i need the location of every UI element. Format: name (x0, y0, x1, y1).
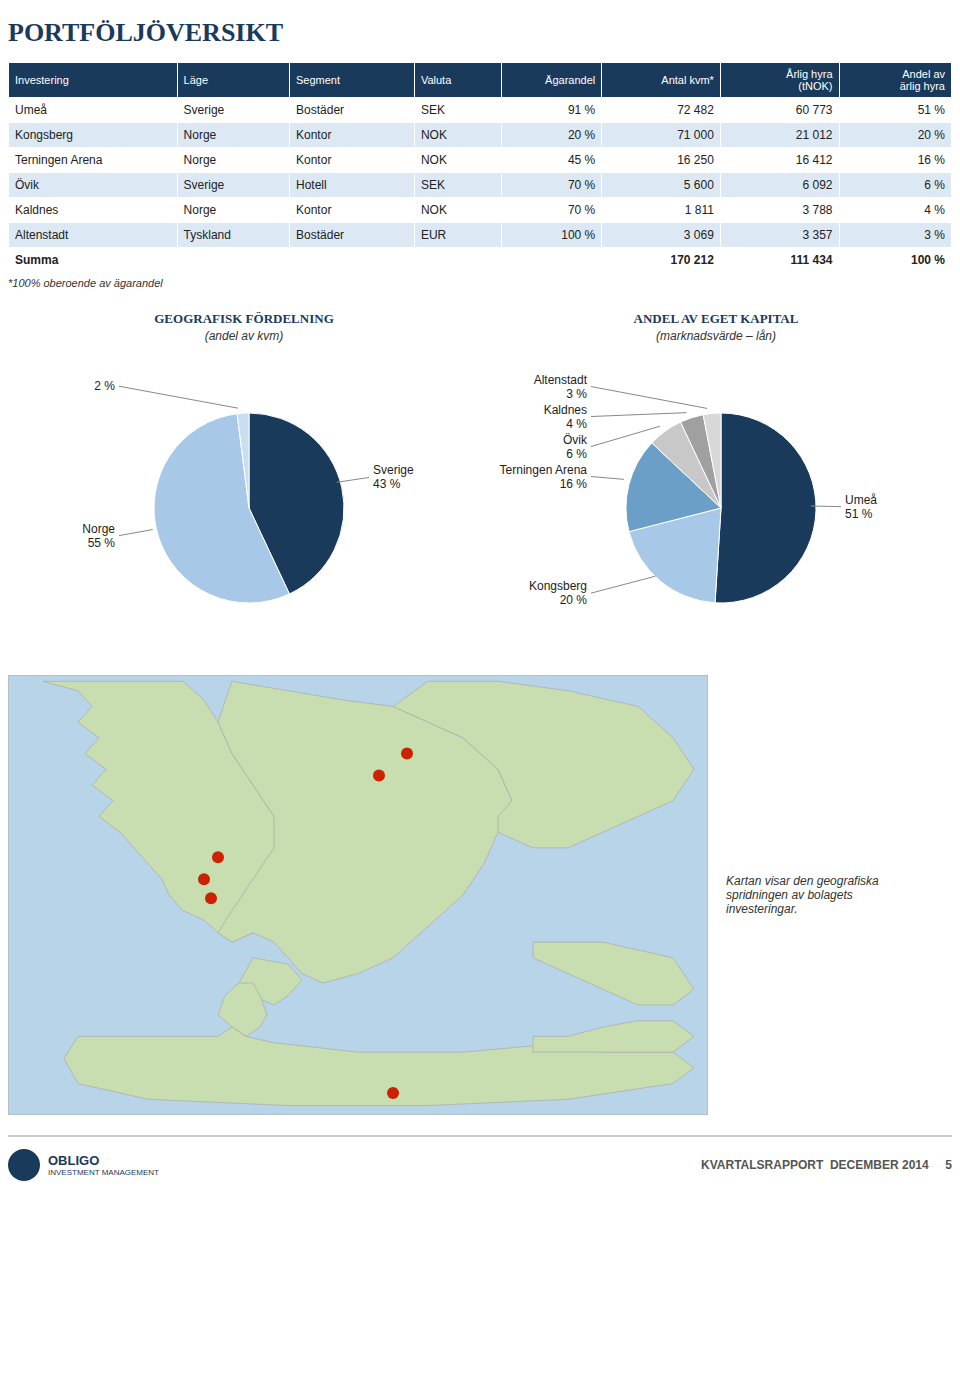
html-text:72 482: 72 482 (677, 103, 714, 117)
html-text:(marknadsvärde – lån): (marknadsvärde – lån) (656, 329, 776, 343)
html-text:6 092: 6 092 (802, 178, 833, 192)
html-text:51 %: 51 % (917, 103, 945, 117)
html-text:INVESTMENT MANAGEMENT: INVESTMENT MANAGEMENT (48, 1168, 159, 1177)
html-text:5 600: 5 600 (683, 178, 714, 192)
html-text:3 788: 3 788 (802, 203, 833, 217)
html-text:(andel av kvm): (andel av kvm) (204, 329, 284, 343)
html-text:NOK: NOK (420, 153, 447, 167)
html-text:6 %: 6 % (924, 178, 945, 192)
html-text:Läge: Läge (183, 74, 209, 86)
html-text:Norge: Norge (183, 203, 217, 217)
html-text:KVARTALSRAPPORT DECEMBER 2014: KVARTALSRAPPORT DECEMBER 2014 5 (701, 1158, 952, 1172)
html-text:Sverige: Sverige (183, 103, 225, 117)
html-text:Kontor: Kontor (296, 153, 332, 167)
html-text:Hotell: Hotell (296, 178, 327, 192)
html-text:21 012: 21 012 (795, 128, 833, 142)
svg-text:2 %: 2 % (94, 379, 115, 393)
html-text:3 357: 3 357 (802, 228, 833, 242)
svg-text:Altenstadt3 %: Altenstadt3 % (534, 373, 588, 401)
html-text:SEK: SEK (420, 178, 445, 192)
html-text:Altenstadt: Altenstadt (15, 228, 69, 242)
html-text:SEK: SEK (420, 103, 445, 117)
html-text:Umeå: Umeå (15, 103, 47, 117)
html-text:Sverige: Sverige (183, 178, 225, 192)
svg-text:Umeå51 %: Umeå51 % (845, 493, 877, 521)
html-text:91 %: 91 % (567, 103, 596, 117)
svg-text:Övik6 %: Övik6 % (563, 433, 588, 461)
html-text:60 773: 60 773 (795, 103, 833, 117)
html-text:NOK: NOK (420, 203, 447, 217)
html-text:71 000: 71 000 (677, 128, 714, 142)
html-text:EUR: EUR (420, 228, 447, 242)
html-text:*100% oberoende av ägarandel: *100% oberoende av ägarandel (8, 277, 163, 289)
html-text:Antal kvm*: Antal kvm* (661, 74, 714, 86)
html-text:Summa: Summa (15, 253, 59, 267)
html-text:Norge: Norge (183, 128, 217, 142)
html-text:Terningen Arena: Terningen Arena (15, 153, 103, 167)
svg-text:Kongsberg20 %: Kongsberg20 % (529, 579, 587, 607)
html-text:ANDEL AV EGET KAPITAL: ANDEL AV EGET KAPITAL (633, 311, 799, 326)
html-text:Kontor: Kontor (296, 128, 332, 142)
svg-text:Sverige43 %: Sverige43 % (373, 463, 414, 491)
html-text:1 811: 1 811 (684, 203, 714, 217)
html-text:Bostäder: Bostäder (296, 103, 344, 117)
html-text:16 412: 16 412 (795, 153, 833, 167)
html-text:70 %: 70 % (567, 203, 596, 217)
html-text:16 250: 16 250 (677, 153, 714, 167)
html-text:Kartan visar den geografiska s: Kartan visar den geografiska spridningen… (726, 874, 879, 916)
html-text:Kaldnes: Kaldnes (15, 203, 59, 217)
html-text:Kontor: Kontor (296, 203, 332, 217)
html-text:170 212: 170 212 (670, 253, 714, 267)
html-text:Övik: Övik (15, 178, 39, 192)
html-text:Valuta: Valuta (420, 74, 452, 86)
html-text:Bostäder: Bostäder (296, 228, 344, 242)
svg-text:Norge55 %: Norge55 % (82, 522, 115, 550)
html-text:20 %: 20 % (567, 128, 596, 142)
html-text:70 %: 70 % (567, 178, 596, 192)
html-text:GEOGRAFISK FÖRDELNING: GEOGRAFISK FÖRDELNING (154, 311, 334, 326)
html-text:16 %: 16 % (917, 153, 945, 167)
html-text:Norge: Norge (183, 153, 217, 167)
html-text:3 %: 3 % (924, 228, 945, 242)
svg-text:Kaldnes4 %: Kaldnes4 % (544, 403, 588, 431)
html-text:100 %: 100 % (561, 228, 596, 242)
html-text:111 434: 111 434 (790, 253, 833, 267)
html-text:Andel av ärlig hyra: Andel av ärlig hyra (899, 68, 945, 92)
html-text:4 %: 4 % (924, 203, 945, 217)
html-text:NOK: NOK (420, 128, 447, 142)
html-text:3 069: 3 069 (683, 228, 714, 242)
html-text:Ägarandel: Ägarandel (545, 74, 596, 86)
html-text:Kongsberg: Kongsberg (15, 128, 73, 142)
html-text:Investering: Investering (15, 74, 69, 86)
html-text:100 %: 100 % (911, 253, 945, 267)
html-text:Tyskland: Tyskland (183, 228, 231, 242)
html-text:OBLIGO: OBLIGO (48, 1153, 100, 1168)
html-text:20 %: 20 % (917, 128, 945, 142)
html-text:45 %: 45 % (567, 153, 596, 167)
html-text:Årlig hyra (tNOK): Årlig hyra (tNOK) (786, 68, 833, 92)
html-text:PORTFÖLJÖVERSIKT: PORTFÖLJÖVERSIKT (8, 18, 283, 47)
html-text:Segment: Segment (296, 74, 340, 86)
svg-text:Terningen Arena16 %: Terningen Arena16 % (500, 463, 588, 491)
